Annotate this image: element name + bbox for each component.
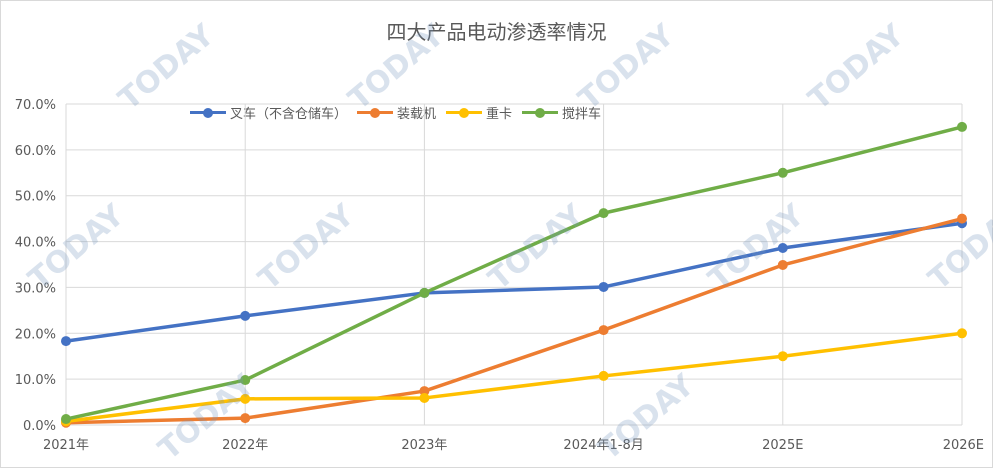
data-point: [419, 386, 430, 397]
data-point: [61, 336, 71, 347]
data-point: [957, 213, 967, 224]
legend-item: 装载机: [357, 103, 436, 122]
x-tick-label: 2024年1-8月: [563, 438, 643, 453]
data-point: [777, 351, 788, 362]
data-point: [777, 242, 788, 253]
legend-label: 叉车（不含仓储车）: [230, 107, 348, 122]
y-tick-label: 40.0%: [15, 236, 56, 251]
y-tick-label: 70.0%: [15, 98, 56, 113]
data-point: [598, 370, 609, 381]
data-point: [240, 375, 251, 386]
x-tick-label: 2023年: [401, 438, 447, 453]
y-tick-label: 50.0%: [15, 190, 56, 205]
data-point: [419, 392, 430, 403]
series-line: [65, 125, 963, 421]
y-tick-label: 10.0%: [15, 373, 56, 388]
series-line: [65, 331, 963, 424]
data-point: [598, 208, 609, 219]
data-point: [598, 325, 609, 336]
chart-title: 四大产品电动渗透率情况: [386, 20, 607, 44]
legend-swatch-icon: [190, 107, 226, 118]
legend-item: 重卡: [446, 103, 512, 122]
data-point: [61, 414, 71, 425]
series-line: [65, 221, 963, 343]
legend-item: 搅拌车: [522, 103, 601, 122]
data-point: [598, 281, 609, 292]
legend-label: 重卡: [486, 107, 513, 122]
x-tick-label: 2022年: [222, 438, 268, 453]
data-point: [240, 310, 251, 321]
data-point: [777, 259, 788, 270]
legend-swatch-icon: [357, 107, 394, 118]
legend-item: 叉车（不含仓储车）: [190, 103, 347, 122]
y-tick-label: 30.0%: [15, 281, 56, 296]
legend-label: 搅拌车: [562, 107, 602, 122]
data-point: [957, 328, 967, 339]
data-point: [240, 393, 251, 404]
data-point: [240, 413, 251, 424]
data-point: [419, 287, 430, 298]
y-tick-label: 0.0%: [23, 419, 56, 434]
y-tick-label: 60.0%: [15, 144, 56, 159]
y-tick-label: 20.0%: [15, 327, 56, 342]
data-point: [957, 121, 967, 132]
x-tick-label: 2021年: [43, 438, 89, 453]
x-tick-label: 2026E: [943, 438, 984, 453]
data-point: [777, 167, 788, 178]
legend-swatch-icon: [446, 107, 483, 118]
legend-swatch-icon: [522, 107, 559, 118]
legend: 叉车（不含仓储车） 装载机 重卡 搅拌车: [190, 103, 601, 122]
series-line: [65, 216, 963, 425]
legend-label: 装载机: [397, 107, 437, 122]
x-tick-label: 2025E: [762, 438, 803, 453]
